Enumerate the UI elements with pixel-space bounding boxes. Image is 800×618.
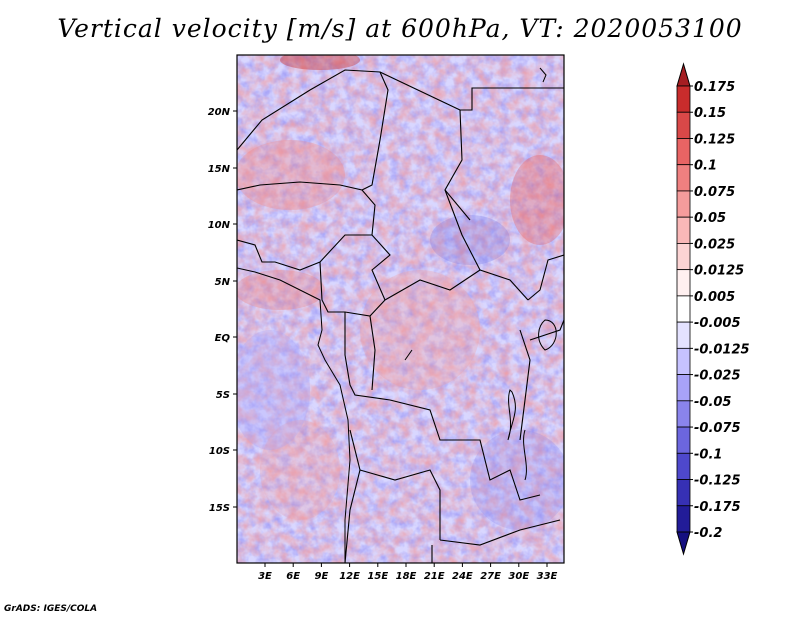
grads-credit: GrADS: IGES/COLA: [4, 604, 98, 614]
colorbar-label: 0.075: [694, 185, 735, 200]
colorbar-label: -0.2: [694, 526, 722, 541]
colorbar-swatch: [676, 374, 691, 402]
lat-tick-label: 10S: [209, 446, 230, 457]
colorbar-swatch: [676, 479, 691, 507]
lon-tick-label: 18E: [396, 571, 417, 582]
colorbar-label: 0.05: [694, 211, 726, 226]
colorbar-swatch: [676, 85, 691, 113]
colorbar-swatch: [676, 190, 691, 218]
colorbar-swatch: [676, 321, 691, 349]
colorbar-bottom-arrow: [676, 531, 691, 556]
colorbar-swatch: [676, 111, 691, 139]
lon-tick-label: 12E: [339, 571, 360, 582]
colorbar-top-arrow: [676, 62, 691, 87]
lat-tick-label: EQ: [215, 333, 231, 344]
colorbar-label: -0.0125: [694, 342, 750, 357]
lat-tick-label: 20N: [208, 107, 231, 118]
colorbar-label: -0.175: [694, 500, 741, 515]
colorbar-swatch: [676, 426, 691, 454]
colorbar-swatch: [676, 216, 691, 244]
lon-tick-label: 24E: [452, 571, 473, 582]
colorbar-label: 0.0125: [694, 264, 744, 279]
page-title: Vertical velocity [m/s] at 600hPa, VT: 2…: [57, 14, 743, 43]
lon-tick-label: 15E: [367, 571, 388, 582]
country-borders: [237, 69, 564, 563]
latitude-tick-labels: 20N 15N 10N 5N EQ 5S 10S 15S: [208, 107, 237, 514]
colorbar-swatch: [676, 347, 691, 375]
lon-tick-label: 3E: [258, 571, 272, 582]
lon-tick-label: 9E: [315, 571, 329, 582]
colorbar-label: 0.025: [694, 237, 735, 252]
colorbar-swatch: [676, 269, 691, 297]
map-frame: [236, 54, 565, 564]
lat-tick-label: 15N: [208, 164, 231, 175]
colorbar-swatch: [676, 400, 691, 428]
colorbar-swatch: [676, 164, 691, 192]
colorbar: 0.175 0.15 0.125 0.1 0.075 0.05 0.025 0.0125 0.0…: [676, 62, 750, 556]
colorbar-swatch: [676, 138, 691, 166]
lon-tick-label: 21E: [424, 571, 445, 582]
colorbar-label: 0.125: [694, 132, 735, 147]
colorbar-label: -0.025: [694, 369, 741, 384]
lon-tick-label: 33E: [537, 571, 558, 582]
colorbar-label: 0.15: [694, 106, 726, 121]
colorbar-swatch: [676, 243, 691, 271]
colorbar-swatch: [676, 452, 691, 480]
lat-tick-label: 5S: [216, 390, 230, 401]
lat-tick-label: 15S: [209, 503, 230, 514]
colorbar-label: 0.175: [694, 80, 735, 95]
colorbar-label: -0.005: [694, 316, 741, 331]
colorbar-label: 0.005: [694, 290, 735, 305]
colorbar-label: 0.1: [694, 159, 717, 174]
colorbar-label: -0.05: [694, 395, 731, 410]
colorbar-swatch: [676, 505, 691, 533]
colorbar-label: -0.1: [694, 447, 722, 462]
vertical-velocity-field: [237, 55, 564, 563]
lat-tick-label: 10N: [208, 220, 231, 231]
lon-tick-label: 6E: [286, 571, 300, 582]
colorbar-label: -0.075: [694, 421, 741, 436]
lat-tick-label: 5N: [215, 277, 231, 288]
coastlines-and-lakes: [237, 67, 557, 563]
colorbar-swatch: [676, 295, 691, 323]
longitude-tick-labels: 3E 6E 9E 12E 15E 18E 21E 24E 27E 30E 33E: [258, 563, 558, 582]
lon-tick-label: 30E: [508, 571, 529, 582]
lon-tick-label: 27E: [480, 571, 501, 582]
colorbar-label: -0.125: [694, 474, 741, 489]
